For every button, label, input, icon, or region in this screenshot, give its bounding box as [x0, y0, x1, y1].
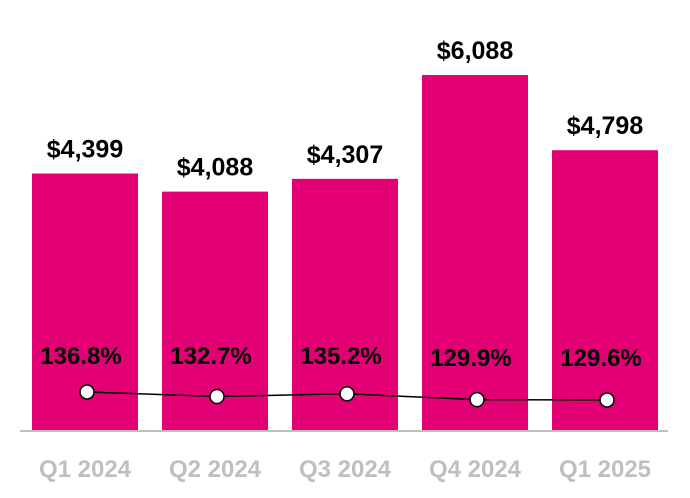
bar-value-label-0: $4,399: [47, 135, 123, 163]
ratio-point-1: [209, 388, 225, 405]
x-tick-label-1: Q2 2024: [169, 456, 262, 483]
bar-value-label-3: $6,088: [437, 37, 514, 65]
bar-value-label-2: $4,307: [307, 141, 383, 169]
ratio-label-4: 129.6%: [560, 345, 641, 372]
bar-3: [422, 75, 528, 430]
ratio-point-2: [339, 386, 355, 402]
ratio-point-0: [79, 384, 95, 400]
ratio-label-3: 129.9%: [430, 345, 511, 372]
ratio-label-1: 132.7%: [170, 343, 251, 370]
ratio-point-4: [599, 392, 615, 408]
x-tick-label-0: Q1 2024: [39, 456, 132, 483]
x-tick-label-3: Q4 2024: [429, 456, 522, 483]
ratio-label-2: 135.2%: [300, 343, 381, 370]
bar-value-label-1: $4,088: [177, 154, 254, 182]
x-tick-label-4: Q1 2025: [559, 456, 651, 483]
bar-value-label-4: $4,798: [567, 112, 644, 140]
ratio-point-3: [469, 391, 485, 408]
bar-4: [552, 150, 658, 430]
ratio-label-0: 136.8%: [40, 343, 121, 370]
x-tick-label-2: Q3 2024: [299, 456, 392, 483]
